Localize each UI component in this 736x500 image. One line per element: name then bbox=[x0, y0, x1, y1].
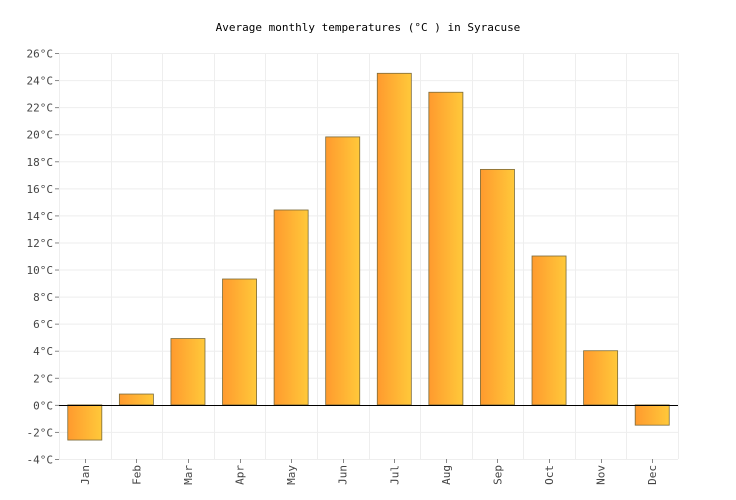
x-tick-label: Jun bbox=[337, 465, 350, 485]
y-tick-label: -2°C bbox=[27, 426, 54, 439]
y-tick-label: 6°C bbox=[33, 318, 53, 331]
y-axis-ticks: -4°C -2°C 0°C 2°C 4°C 6°C 8°C 10°C 12°C 14°C 16°C 1… bbox=[27, 48, 59, 467]
bar-jul bbox=[376, 72, 412, 406]
y-tick-label: 12°C bbox=[27, 237, 54, 250]
y-tick-label: 24°C bbox=[27, 75, 54, 88]
chart-title: Average monthly temperatures (°C ) in Sy… bbox=[216, 21, 521, 34]
bar-dec bbox=[634, 404, 670, 426]
y-tick-label: 14°C bbox=[27, 210, 54, 223]
axes bbox=[59, 53, 678, 459]
bar-mar bbox=[170, 338, 206, 406]
y-tick-label: 8°C bbox=[33, 291, 53, 304]
x-tick-label: Jan bbox=[79, 465, 92, 485]
bar-aug bbox=[428, 91, 464, 406]
y-tick-label: 10°C bbox=[27, 264, 54, 277]
x-axis-ticks: Jan Feb Mar Apr May Jun Jul Aug Sep Oct Nov Dec bbox=[79, 459, 659, 485]
x-tick-label: Dec bbox=[646, 465, 659, 485]
x-tick-label: May bbox=[285, 465, 298, 485]
y-tick-label: 4°C bbox=[33, 345, 53, 358]
y-tick-label: 2°C bbox=[33, 372, 53, 385]
bar-may bbox=[273, 209, 309, 406]
bar-sep bbox=[480, 168, 515, 406]
bars bbox=[67, 72, 670, 441]
x-tick-label: Jul bbox=[388, 465, 401, 485]
y-tick-label: 0°C bbox=[33, 399, 53, 412]
x-tick-label: Aug bbox=[440, 465, 453, 485]
bar-apr bbox=[222, 278, 257, 406]
x-tick-label: Feb bbox=[130, 465, 143, 485]
y-tick-label: 16°C bbox=[27, 183, 54, 196]
y-tick-label: 22°C bbox=[27, 102, 54, 115]
x-tick-label: Mar bbox=[182, 465, 195, 485]
grid bbox=[59, 53, 679, 460]
y-tick-label: 18°C bbox=[27, 156, 54, 169]
bar-jan bbox=[67, 404, 103, 441]
x-tick-label: Oct bbox=[543, 465, 556, 485]
y-tick-label: 26°C bbox=[27, 48, 54, 61]
x-tick-label: Nov bbox=[595, 465, 608, 485]
y-tick-label: -4°C bbox=[27, 454, 54, 467]
bar-nov bbox=[583, 350, 619, 406]
bar-feb bbox=[118, 393, 154, 406]
bar-jun bbox=[325, 136, 361, 406]
bar-oct bbox=[531, 255, 567, 406]
y-tick-label: 20°C bbox=[27, 129, 54, 142]
x-tick-label: Apr bbox=[234, 465, 247, 485]
x-tick-label: Sep bbox=[491, 465, 504, 485]
